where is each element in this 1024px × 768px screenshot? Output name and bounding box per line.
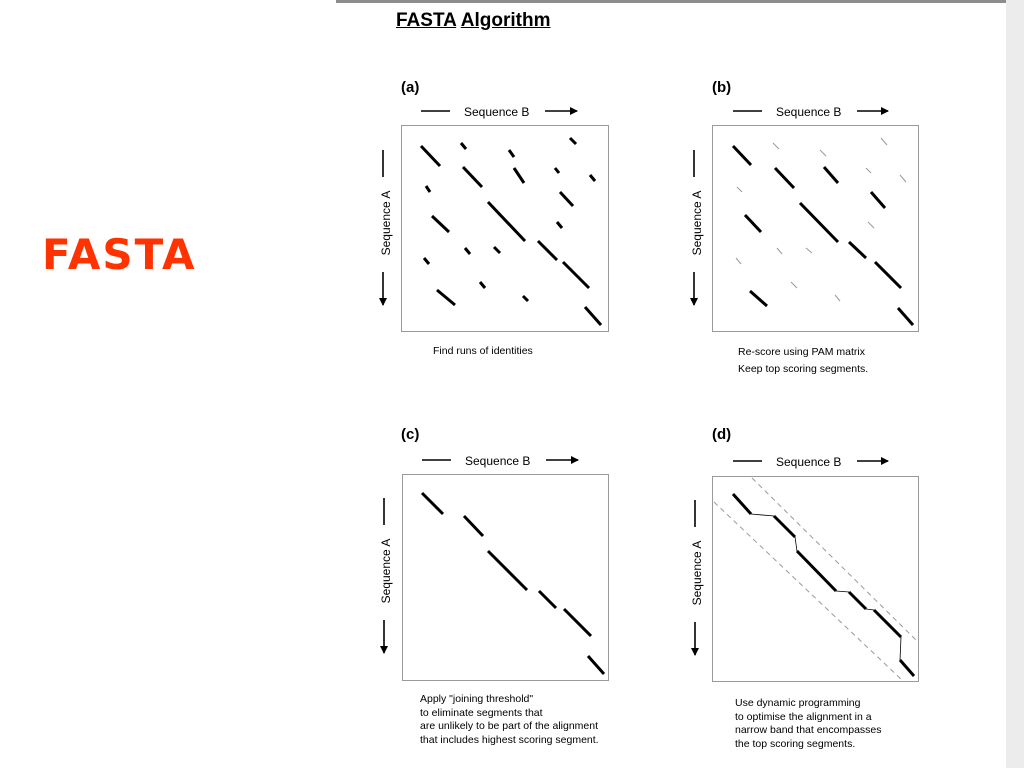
segment (588, 174, 597, 182)
panel-d-caption: Use dynamic programming to optimise the … (735, 697, 882, 751)
segment (865, 167, 872, 174)
segment (562, 607, 593, 638)
slide-title: FASTA (42, 230, 197, 279)
figure-title-algorithm: Algorithm (460, 10, 551, 31)
panel-b-low-segments (735, 137, 907, 302)
segment (459, 142, 468, 150)
segment (586, 655, 606, 675)
segment (536, 239, 559, 262)
segment (486, 200, 527, 243)
panel-c-frame (402, 474, 609, 681)
segment (847, 240, 868, 260)
segment (731, 144, 753, 167)
caption-line: Use dynamic programming (735, 697, 861, 709)
segment (847, 590, 868, 611)
segment (795, 549, 838, 593)
segment (790, 281, 798, 289)
caption-line: to eliminate segments that (420, 706, 543, 719)
segment (537, 589, 558, 610)
segment (553, 167, 561, 174)
segment (436, 288, 456, 307)
segment (834, 294, 841, 302)
panel-c-x-axis-label: Sequence B (465, 454, 531, 468)
segment (521, 294, 530, 303)
segment (736, 186, 743, 193)
caption-line: are unlikely to be part of the alignment (420, 720, 599, 732)
caption-line: Keep top scoring segments. (738, 363, 869, 375)
segment (776, 247, 783, 255)
panel-a-frame (401, 125, 609, 332)
panel-d-x-axis-label: Sequence B (776, 455, 842, 469)
figure-title-fasta: FASTA (396, 10, 457, 31)
panel-c-caption: Apply "joining threshold" to eliminate s… (420, 693, 599, 747)
panel-b-caption: Re-score using PAM matrix Keep top scori… (738, 344, 868, 378)
panel-b-x-axis-label: Sequence B (776, 105, 842, 119)
panel-b-frame (712, 125, 919, 332)
panel-b-top-segments (731, 144, 915, 326)
segment (568, 136, 578, 146)
caption-line: to optimise the alignment in a (735, 710, 872, 723)
panel-c-segments (420, 491, 606, 675)
panel-b-label: (b) (712, 79, 732, 96)
segment (896, 307, 915, 326)
segment (869, 191, 887, 209)
segment (462, 514, 485, 538)
panel-a-caption: Find runs of identities (433, 345, 533, 359)
panel-a-label: (a) (401, 79, 420, 96)
segment (731, 492, 753, 516)
segment (424, 185, 432, 193)
panel-d-alignment-path (750, 513, 902, 661)
segment (430, 214, 451, 234)
scrollbar-track[interactable] (1006, 0, 1024, 768)
figure-title: FASTA Algorithm (396, 10, 550, 32)
panel-d-band (713, 477, 919, 682)
segment (898, 659, 916, 677)
segment (772, 142, 780, 150)
segment (735, 257, 742, 265)
segment (743, 213, 763, 234)
segment (555, 221, 564, 229)
panel-c-label: (c) (401, 426, 420, 443)
segment (805, 247, 813, 254)
segment (822, 166, 840, 184)
segment (583, 306, 603, 326)
panel-d-label: (d) (712, 426, 732, 443)
caption-line: the top scoring segments. (735, 737, 856, 750)
caption-line: that includes highest scoring segment. (420, 733, 599, 746)
segment (461, 165, 484, 189)
segment (478, 281, 487, 289)
segment (772, 514, 797, 539)
segment (867, 221, 875, 229)
segment (798, 201, 840, 244)
segment (512, 167, 526, 184)
segment (419, 144, 442, 168)
segment (872, 608, 903, 639)
segment (486, 549, 529, 592)
panel-d-segments (731, 492, 916, 677)
caption-line: narrow band that encompasses (735, 724, 882, 736)
segment (422, 257, 431, 265)
band-lower (713, 501, 904, 682)
panel-d-frame (712, 476, 919, 682)
segment (558, 190, 575, 208)
caption-line: Apply "joining threshold" (420, 693, 534, 705)
segment (819, 149, 827, 157)
window-top-border (336, 0, 1006, 3)
caption-line: Re-score using PAM matrix (738, 346, 866, 358)
segment (561, 260, 591, 290)
segment (420, 491, 445, 516)
panel-a-segments (419, 136, 603, 326)
segment (492, 245, 502, 255)
segment (463, 247, 472, 255)
segment (507, 149, 516, 158)
segment (773, 166, 796, 190)
segment (873, 260, 903, 290)
caption-line: Find runs of identities (433, 345, 533, 357)
segment (749, 289, 768, 308)
segment (880, 137, 888, 146)
band-upper (751, 477, 919, 643)
segment (899, 174, 907, 183)
panel-a-x-axis-label: Sequence B (464, 105, 530, 119)
